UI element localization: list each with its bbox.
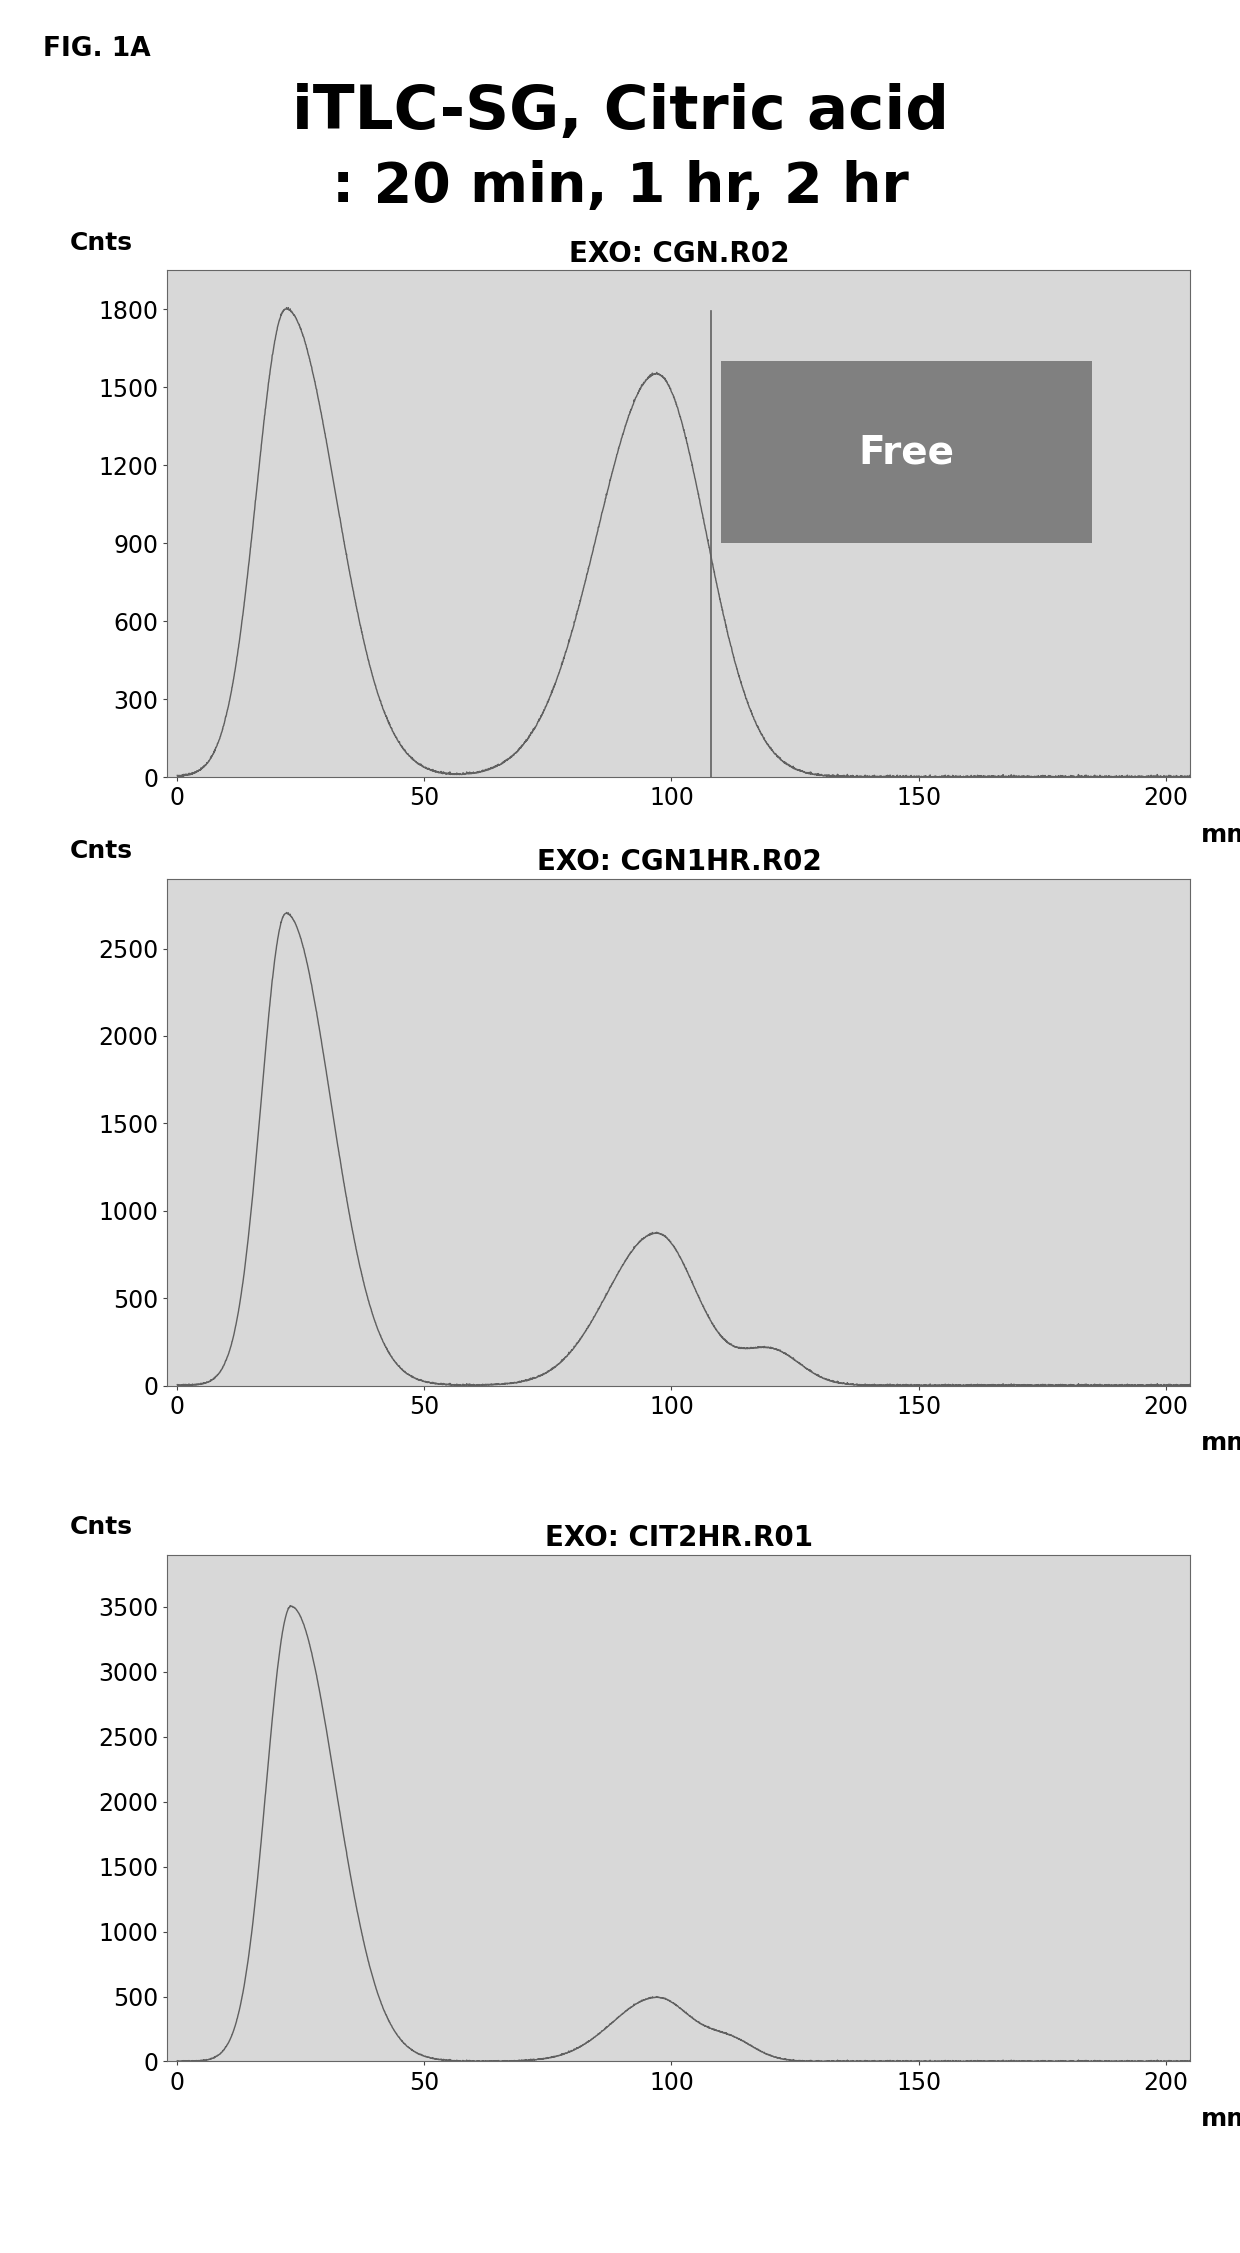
Text: : 20 min, 1 hr, 2 hr: : 20 min, 1 hr, 2 hr [331,160,909,214]
FancyBboxPatch shape [720,360,1091,543]
Text: Free: Free [858,433,955,471]
Text: Cnts: Cnts [71,1516,133,1539]
Text: mm: mm [1200,2107,1240,2131]
Text: mm: mm [1200,1431,1240,1455]
Text: Cnts: Cnts [71,232,133,255]
Text: iTLC-SG, Citric acid: iTLC-SG, Citric acid [291,83,949,142]
Title: EXO: CIT2HR.R01: EXO: CIT2HR.R01 [544,1525,813,1552]
Title: EXO: CGN1HR.R02: EXO: CGN1HR.R02 [537,849,821,876]
Text: mm: mm [1200,822,1240,847]
Title: EXO: CGN.R02: EXO: CGN.R02 [569,241,789,268]
Text: FIG. 1A: FIG. 1A [43,36,151,63]
Text: Cnts: Cnts [71,840,133,863]
